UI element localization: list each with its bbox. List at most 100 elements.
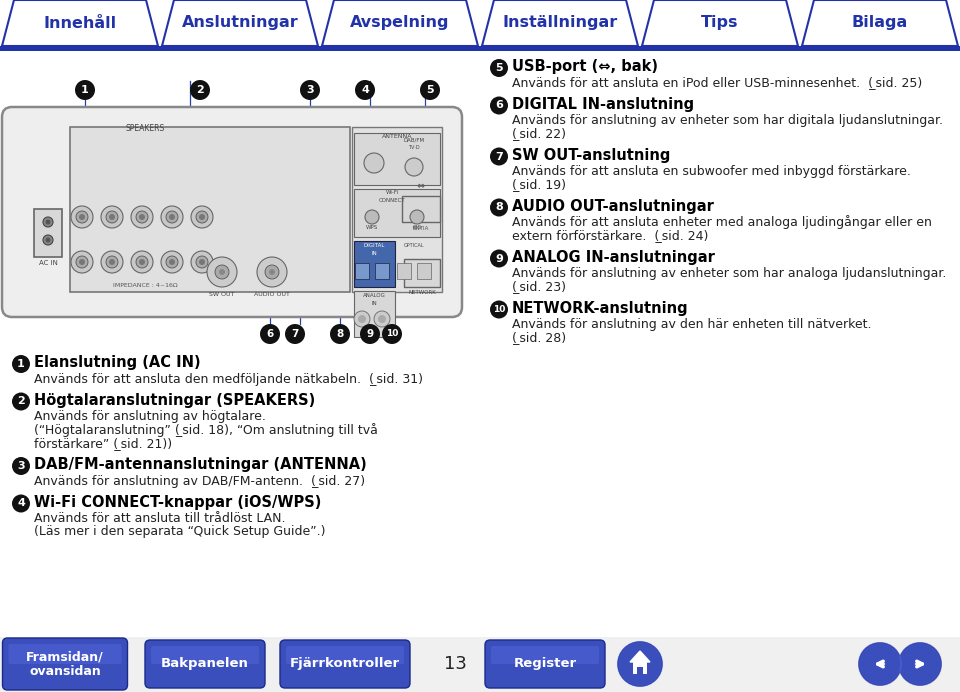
Text: ( ̲sid. 19): ( ̲sid. 19): [512, 179, 566, 192]
Text: 5: 5: [426, 85, 434, 95]
Text: ANTENNA: ANTENNA: [382, 134, 412, 139]
Circle shape: [12, 392, 30, 410]
Text: OPTICAL: OPTICAL: [404, 243, 424, 248]
Text: NETWORK: NETWORK: [408, 290, 436, 295]
Text: SPEAKERS: SPEAKERS: [126, 124, 164, 133]
Text: 2: 2: [196, 85, 204, 95]
Circle shape: [410, 210, 424, 224]
Text: 6: 6: [266, 329, 274, 339]
Circle shape: [166, 211, 178, 223]
Circle shape: [106, 211, 118, 223]
Circle shape: [166, 256, 178, 268]
Text: 5: 5: [495, 63, 503, 73]
Circle shape: [139, 214, 145, 220]
Text: 3: 3: [306, 85, 314, 95]
Circle shape: [136, 256, 148, 268]
Circle shape: [191, 206, 213, 228]
Text: Används för anslutning av enheter som har analoga ljudanslutningar.: Används för anslutning av enheter som ha…: [512, 267, 947, 280]
Circle shape: [79, 259, 85, 265]
Circle shape: [109, 259, 115, 265]
Text: Avspelning: Avspelning: [350, 15, 449, 30]
Text: IMPEDANCE : 4~16Ω: IMPEDANCE : 4~16Ω: [112, 283, 178, 288]
Circle shape: [207, 257, 237, 287]
Text: 7: 7: [291, 329, 299, 339]
Text: IN: IN: [372, 251, 377, 256]
Polygon shape: [2, 0, 158, 46]
Text: extern förförstärkare.  ( ̲sid. 24): extern förförstärkare. ( ̲sid. 24): [512, 230, 708, 242]
Text: DIGITAL IN-anslutning: DIGITAL IN-anslutning: [512, 97, 694, 112]
Text: Används för att ansluta den medföljande nätkabeln.  ( ̲sid. 31): Används för att ansluta den medföljande …: [34, 372, 423, 385]
Text: 4: 4: [17, 498, 25, 509]
Text: Innehåll: Innehåll: [43, 15, 116, 30]
Circle shape: [490, 300, 508, 318]
Circle shape: [79, 214, 85, 220]
Circle shape: [358, 315, 366, 323]
Text: DAB/FM-antennanslutningar (ANTENNA): DAB/FM-antennanslutningar (ANTENNA): [34, 457, 367, 473]
Text: 8: 8: [336, 329, 344, 339]
FancyBboxPatch shape: [151, 646, 259, 664]
Circle shape: [618, 642, 662, 686]
Circle shape: [330, 324, 350, 344]
Bar: [633, 662, 647, 674]
Circle shape: [219, 269, 225, 275]
Text: ( ̲sid. 22): ( ̲sid. 22): [512, 127, 566, 140]
Circle shape: [899, 643, 941, 685]
Circle shape: [190, 80, 210, 100]
Circle shape: [490, 59, 508, 77]
Text: 13: 13: [444, 655, 467, 673]
Bar: [354, 291, 395, 337]
Bar: [637, 667, 643, 674]
Text: USB-port (⇔, bak): USB-port (⇔, bak): [512, 60, 658, 75]
Text: 4: 4: [361, 85, 369, 95]
Text: 1: 1: [82, 85, 89, 95]
Circle shape: [374, 311, 390, 327]
Bar: [354, 189, 440, 237]
Circle shape: [196, 256, 208, 268]
Circle shape: [490, 96, 508, 114]
Circle shape: [490, 147, 508, 165]
Bar: [352, 127, 442, 292]
Bar: [404, 259, 440, 287]
Text: Bakpanelen: Bakpanelen: [161, 657, 249, 671]
Text: 1: 1: [17, 359, 25, 369]
Text: 10: 10: [492, 305, 505, 314]
Circle shape: [71, 206, 93, 228]
Polygon shape: [642, 0, 798, 46]
Text: CONNECT: CONNECT: [378, 198, 405, 203]
Circle shape: [75, 80, 95, 100]
Circle shape: [131, 251, 153, 273]
Circle shape: [139, 259, 145, 265]
Bar: [0, 0, 960, 46]
Text: Används för att ansluta en subwoofer med inbyggd förstärkare.: Används för att ansluta en subwoofer med…: [512, 165, 911, 178]
Text: ( ̲sid. 28): ( ̲sid. 28): [512, 331, 566, 345]
Text: Används för anslutning av DAB/FM-antenn.  ( ̲sid. 27): Används för anslutning av DAB/FM-antenn.…: [34, 475, 365, 487]
Polygon shape: [162, 0, 318, 46]
Circle shape: [12, 355, 30, 373]
Bar: [402, 196, 440, 222]
Text: förstärkare” ( ̲sid. 21)): förstärkare” ( ̲sid. 21)): [34, 437, 172, 450]
Text: SW OUT: SW OUT: [209, 292, 234, 297]
Circle shape: [76, 256, 88, 268]
Circle shape: [199, 259, 205, 265]
Circle shape: [196, 211, 208, 223]
FancyBboxPatch shape: [491, 646, 599, 664]
Circle shape: [12, 457, 30, 475]
Bar: [0, 46, 960, 51]
Circle shape: [45, 237, 51, 242]
Text: SW OUT-anslutning: SW OUT-anslutning: [512, 148, 670, 163]
Text: DAB/FM: DAB/FM: [403, 137, 424, 142]
Circle shape: [354, 311, 370, 327]
Circle shape: [378, 315, 386, 323]
Text: DIGITAL: DIGITAL: [363, 243, 385, 248]
Text: Fjärrkontroller: Fjärrkontroller: [290, 657, 400, 671]
Circle shape: [355, 80, 375, 100]
Circle shape: [199, 214, 205, 220]
Circle shape: [215, 265, 229, 279]
Circle shape: [490, 199, 508, 217]
Text: AC IN: AC IN: [38, 260, 58, 266]
Text: 10: 10: [386, 329, 398, 338]
Text: Används för anslutning av enheter som har digitala ljudanslutningar.: Används för anslutning av enheter som ha…: [512, 114, 943, 127]
Text: Wi-Fi: Wi-Fi: [385, 190, 398, 195]
Text: WPS: WPS: [366, 225, 378, 230]
Circle shape: [101, 206, 123, 228]
